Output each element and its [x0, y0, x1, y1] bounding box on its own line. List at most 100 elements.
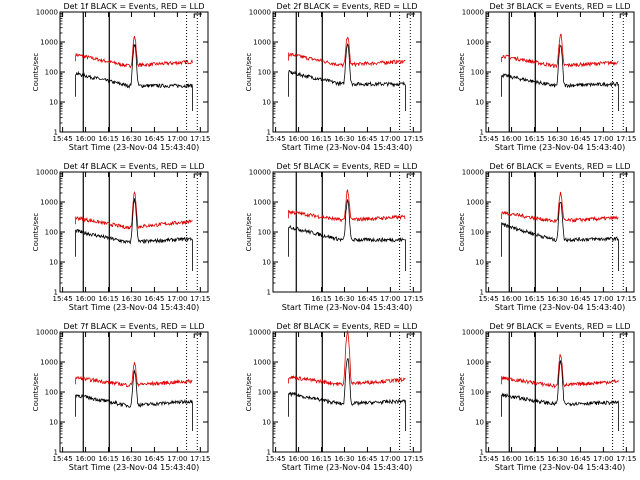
- x-tick-label: 15:45: [479, 295, 499, 303]
- x-tick-label: 16:15: [98, 455, 118, 463]
- x-tick-label: 17:15: [616, 135, 636, 143]
- y-tick-label: 100: [471, 229, 484, 237]
- y-tick-label: 1: [480, 449, 484, 457]
- x-tick-label: 15:45: [53, 455, 73, 463]
- x-tick-label: 16:00: [288, 135, 308, 143]
- x-tick-label: 15:45: [53, 295, 73, 303]
- saa-bracket: [406, 13, 415, 18]
- lld-series-line: [75, 362, 193, 388]
- x-tick-label: 16:30: [334, 455, 354, 463]
- x-tick-label: 16:45: [144, 135, 164, 143]
- y-axis-label: Counts/sec: [458, 213, 466, 252]
- y-tick-label: 100: [471, 69, 484, 77]
- panel-9: Det 9f BLACK = Events, RED = LLD 1 10 100 10…: [458, 322, 636, 472]
- x-tick-label: 17:15: [616, 455, 636, 463]
- x-tick-label: 16:45: [357, 295, 377, 303]
- x-tick-label: 17:00: [593, 135, 613, 143]
- y-tick-label: 1: [267, 449, 271, 457]
- y-axis-label: Counts/sec: [458, 373, 466, 412]
- events-series-line: [501, 201, 619, 271]
- saa-bracket: [193, 13, 202, 18]
- x-axis-label: Start Time (23-Nov-04 15:43:40): [495, 303, 625, 312]
- x-axis-label: Start Time (23-Nov-04 15:43:40): [495, 143, 625, 152]
- y-tick-label: 1000: [466, 359, 484, 367]
- x-tick-label: 16:15: [98, 295, 118, 303]
- panel-title: Det 5f BLACK = Events, RED = LLD: [276, 162, 417, 171]
- y-tick-label: 1: [267, 289, 271, 297]
- panel-title: Det 1f BLACK = Events, RED = LLD: [63, 2, 204, 11]
- y-tick-label: 10000: [249, 329, 271, 337]
- y-tick-label: 1000: [40, 199, 58, 207]
- plot-frame: [59, 11, 209, 133]
- x-tick-label: 15:45: [53, 135, 73, 143]
- x-tick-label: 16:00: [75, 135, 95, 143]
- x-tick-label: 17:00: [167, 455, 187, 463]
- y-tick-label: 100: [258, 229, 271, 237]
- lld-series-line: [288, 36, 406, 69]
- x-tick-label: 16:00: [75, 295, 95, 303]
- plot-frame: [272, 331, 422, 453]
- y-tick-label: 1000: [40, 359, 58, 367]
- y-tick-label: 10: [49, 99, 58, 107]
- x-tick-label: 15:45: [266, 455, 286, 463]
- y-axis-label: Counts/sec: [32, 53, 40, 92]
- x-tick-label: 16:15: [98, 135, 118, 143]
- events-series-line: [501, 44, 619, 111]
- y-tick-label: 10: [475, 99, 484, 107]
- x-axis-label: Start Time (23-Nov-04 15:43:40): [282, 143, 412, 152]
- x-tick-label: 16:30: [121, 455, 141, 463]
- panel-title: Det 8f BLACK = Events, RED = LLD: [276, 322, 417, 331]
- x-tick-label: 16:45: [144, 455, 164, 463]
- panel-title: Det 2f BLACK = Events, RED = LLD: [276, 2, 417, 11]
- panel-2: Det 2f BLACK = Events, RED = LLD 1 10 100 10…: [245, 2, 423, 152]
- x-tick-label: 16:00: [501, 455, 521, 463]
- y-tick-label: 10000: [462, 329, 484, 337]
- x-tick-label: 16:45: [570, 295, 590, 303]
- events-series-line: [75, 43, 193, 111]
- lld-series-line: [501, 33, 619, 69]
- lld-series-line: [75, 190, 193, 230]
- saa-bracket: [406, 333, 415, 338]
- x-tick-label: 17:15: [403, 135, 423, 143]
- x-axis-label: Start Time (23-Nov-04 15:43:40): [69, 143, 199, 152]
- plot-frame: [485, 171, 635, 293]
- lld-series-line: [75, 35, 193, 69]
- y-axis-label: Counts/sec: [458, 53, 466, 92]
- x-tick-label: 16:15: [524, 135, 544, 143]
- y-tick-label: 1000: [253, 39, 271, 47]
- plot-frame: [485, 11, 635, 133]
- saa-bracket: [619, 333, 628, 338]
- x-tick-label: 16:30: [334, 295, 354, 303]
- y-axis-label: Counts/sec: [32, 373, 40, 412]
- events-series-line: [288, 199, 406, 271]
- x-axis-label: Start Time (23-Nov-04 15:43:40): [69, 303, 199, 312]
- y-tick-label: 10000: [462, 9, 484, 17]
- panel-7: Det 7f BLACK = Events, RED = LLD 1 10 100 10…: [32, 322, 210, 472]
- panel-5: Det 5f BLACK = Events, RED = LLD 1 10 100 10…: [245, 162, 423, 312]
- y-tick-label: 10000: [36, 9, 58, 17]
- x-tick-label: 15:45: [266, 135, 286, 143]
- y-tick-label: 10: [475, 419, 484, 427]
- x-tick-label: 16:15: [524, 455, 544, 463]
- saa-bracket: [619, 173, 628, 178]
- panel-title: Det 6f BLACK = Events, RED = LLD: [489, 162, 630, 171]
- panel-8: Det 8f BLACK = Events, RED = LLD 1 10 100 10…: [245, 322, 423, 472]
- x-tick-label: 17:00: [593, 455, 613, 463]
- y-tick-label: 10: [475, 259, 484, 267]
- y-tick-label: 1: [54, 449, 58, 457]
- panel-1: Det 1f BLACK = Events, RED = LLD 1 10 100 10…: [32, 2, 210, 152]
- y-tick-label: 100: [45, 69, 58, 77]
- y-tick-label: 10000: [36, 329, 58, 337]
- saa-bracket: [193, 333, 202, 338]
- saa-bracket: [406, 173, 415, 178]
- x-tick-label: 16:00: [75, 455, 95, 463]
- y-tick-label: 100: [258, 389, 271, 397]
- y-tick-label: 10000: [462, 169, 484, 177]
- x-tick-label: 17:00: [380, 295, 400, 303]
- x-tick-label: 17:00: [167, 295, 187, 303]
- y-tick-label: 1000: [253, 199, 271, 207]
- saa-bracket: [619, 13, 628, 18]
- x-tick-label: 16:45: [570, 455, 590, 463]
- lld-series-line: [288, 189, 406, 222]
